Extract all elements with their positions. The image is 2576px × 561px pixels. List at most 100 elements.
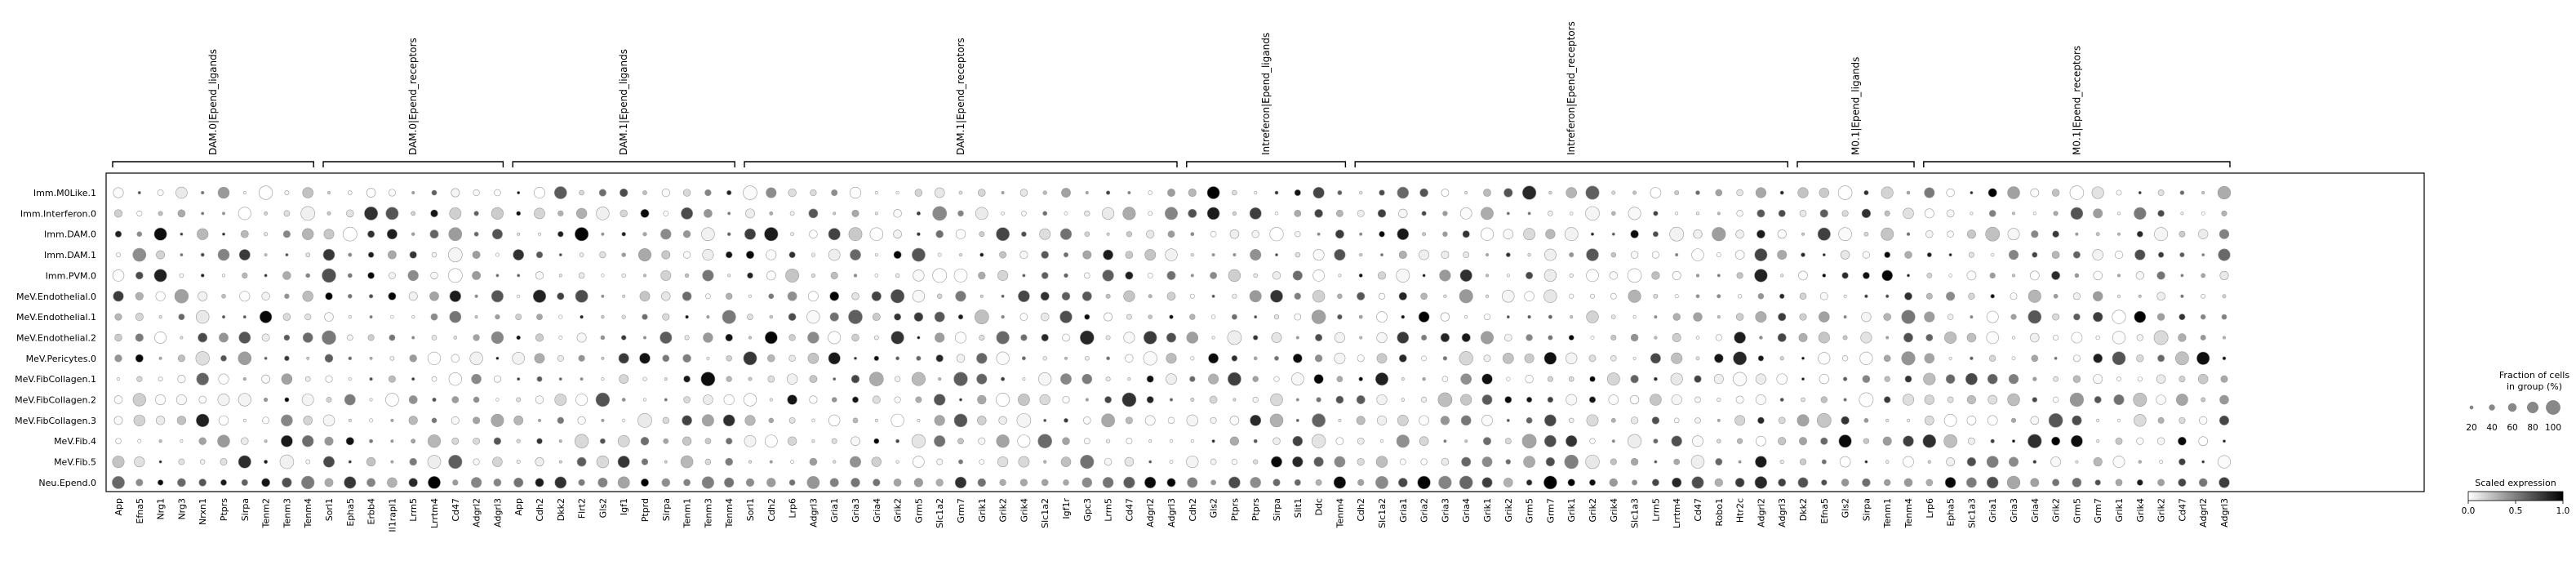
dot <box>684 273 690 278</box>
dot <box>1121 392 1137 407</box>
dot <box>1609 271 1618 280</box>
dot <box>2073 313 2081 321</box>
dot <box>1292 270 1303 281</box>
dot <box>431 417 437 424</box>
dot <box>367 230 375 238</box>
dot <box>177 478 186 488</box>
dot <box>1585 454 1600 470</box>
dot <box>1944 331 1957 344</box>
column-label: App <box>113 498 124 516</box>
dot <box>934 415 945 426</box>
group-bracket <box>1923 161 2231 167</box>
dot <box>1231 355 1238 362</box>
dot <box>114 230 122 238</box>
dot <box>1253 356 1258 361</box>
row-label: MeV.Fib.5 <box>54 457 96 468</box>
dot <box>1735 229 1744 238</box>
dot <box>828 248 841 261</box>
dot <box>1060 373 1072 385</box>
dot <box>1948 274 1952 278</box>
dot <box>1922 434 1937 448</box>
dot <box>2117 232 2121 236</box>
dot <box>473 334 480 341</box>
dot <box>453 336 458 340</box>
dot <box>622 418 626 422</box>
dot <box>408 416 418 425</box>
dot <box>1841 272 1849 279</box>
dot <box>1104 312 1113 322</box>
dot <box>1376 311 1388 323</box>
row-label: MeV.Endothelial.0 <box>16 292 96 302</box>
dot <box>1884 210 1890 216</box>
dot <box>1041 251 1049 259</box>
dot <box>996 392 1010 407</box>
dot <box>1526 479 1533 486</box>
dot <box>664 398 668 402</box>
dot <box>850 456 861 468</box>
dot <box>978 437 986 445</box>
dot <box>1778 437 1787 446</box>
dot <box>579 189 584 196</box>
column-label: Grik1 <box>1482 498 1493 522</box>
colorbar <box>2467 491 2564 501</box>
dot <box>1837 185 1853 200</box>
dot <box>2134 414 2147 427</box>
dot <box>1673 458 1681 465</box>
dot <box>1842 335 1848 341</box>
dot <box>1717 274 1721 278</box>
dot <box>366 456 376 467</box>
dot <box>156 416 166 425</box>
dot <box>554 394 567 406</box>
column-label: Ptprs <box>1229 498 1240 521</box>
dot <box>1797 414 1810 427</box>
dot <box>495 252 500 257</box>
dot <box>894 396 901 403</box>
dot <box>788 252 796 259</box>
dot <box>917 418 921 422</box>
dot <box>390 418 394 422</box>
dot <box>1778 209 1786 217</box>
dot <box>954 476 967 489</box>
dot <box>2054 356 2058 360</box>
dot <box>222 274 225 278</box>
dot <box>367 272 375 279</box>
dot <box>1840 250 1850 260</box>
dot <box>1734 415 1746 426</box>
dot <box>387 477 398 488</box>
dot <box>177 354 185 363</box>
dot <box>1694 417 1701 424</box>
dot <box>745 478 755 488</box>
dot <box>600 335 606 341</box>
dot <box>706 356 710 360</box>
dot <box>1527 211 1531 216</box>
dot <box>1965 372 1978 385</box>
dot <box>935 332 945 343</box>
dot <box>2032 252 2038 258</box>
dot <box>448 227 463 242</box>
dot <box>617 434 630 447</box>
dot <box>1692 435 1703 447</box>
dot <box>1947 230 1954 238</box>
dot <box>1736 189 1743 197</box>
row-label: Imm.DAM.0 <box>44 229 96 240</box>
dot <box>264 356 268 360</box>
dot <box>1632 356 1637 360</box>
dot <box>408 395 418 404</box>
dot <box>304 376 311 382</box>
dot <box>1018 456 1030 468</box>
dot <box>2217 185 2232 200</box>
dot <box>1397 186 1410 199</box>
dot <box>305 459 311 465</box>
dot <box>1481 456 1493 467</box>
dot <box>369 376 373 381</box>
dot <box>1421 334 1428 341</box>
dot <box>411 315 415 319</box>
dot <box>2116 418 2121 422</box>
dot <box>1523 228 1536 241</box>
dot <box>1628 289 1641 303</box>
dot <box>1063 252 1069 258</box>
dot <box>914 189 923 197</box>
dot <box>2176 394 2188 406</box>
dot <box>704 189 712 197</box>
dot <box>727 274 731 278</box>
